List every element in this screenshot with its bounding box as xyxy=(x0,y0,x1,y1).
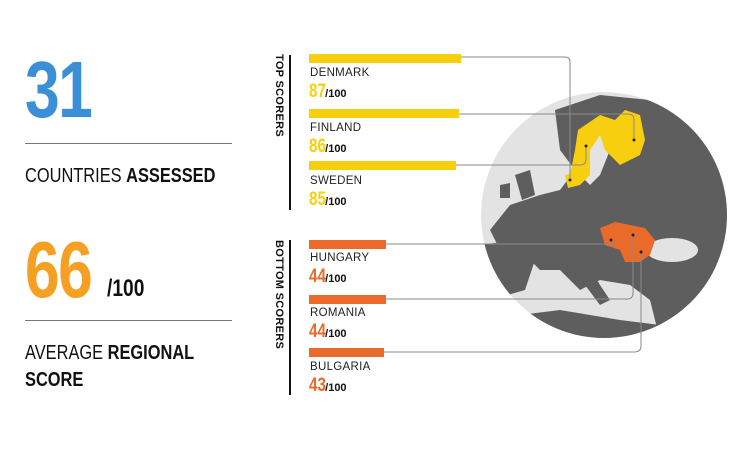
bar-hungary xyxy=(309,240,386,249)
bottom-scorers-heading: BOTTOM SCORERS xyxy=(273,240,285,350)
country-hungary: HUNGARY xyxy=(310,252,370,264)
bottom-scorers-rule xyxy=(289,240,291,395)
score-romania: 44/100 xyxy=(309,321,347,342)
bar-bulgaria xyxy=(309,348,384,357)
bar-denmark xyxy=(309,54,461,63)
divider-top xyxy=(25,143,232,144)
globe xyxy=(481,92,727,338)
score-sweden: 85/100 xyxy=(309,189,347,210)
countries-count: 31 xyxy=(25,45,93,134)
country-romania: ROMANIA xyxy=(310,307,366,319)
score-hungary: 44/100 xyxy=(309,266,347,287)
bar-romania xyxy=(309,295,386,304)
country-finland: FINLAND xyxy=(310,122,362,134)
country-sweden: SWEDEN xyxy=(310,175,363,187)
divider-bottom xyxy=(25,320,232,321)
country-bulgaria: BULGARIA xyxy=(310,361,371,373)
countries-label: COUNTRIES ASSESSED xyxy=(25,165,216,187)
avg-score: 66 xyxy=(25,230,110,310)
top-scorers-heading: TOP SCORERS xyxy=(273,54,285,137)
avg-score-suffix: /100 xyxy=(107,275,145,302)
bar-finland xyxy=(309,109,459,118)
score-finland: 86/100 xyxy=(309,136,347,157)
avg-label: AVERAGE REGIONAL SCORE xyxy=(25,342,195,391)
avg-score-value: 66 xyxy=(25,225,93,314)
country-denmark: DENMARK xyxy=(310,67,370,79)
top-scorers-rule xyxy=(289,55,291,210)
score-bulgaria: 43/100 xyxy=(309,375,347,396)
score-denmark: 87/100 xyxy=(309,81,347,102)
bar-sweden xyxy=(309,161,456,170)
